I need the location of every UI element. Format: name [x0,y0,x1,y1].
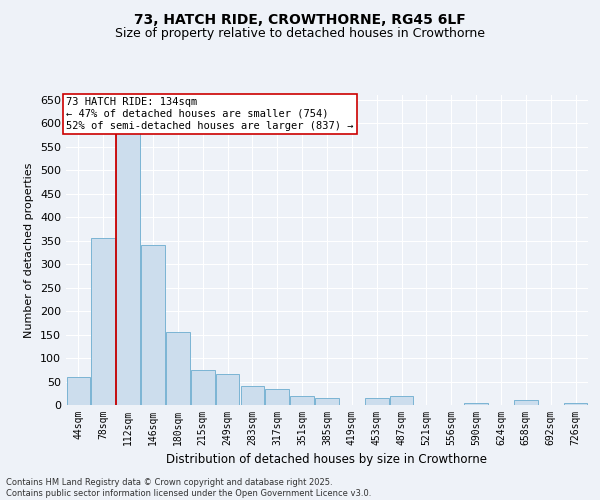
Bar [216,374,239,405]
Bar [141,246,165,405]
Bar [464,402,488,405]
Y-axis label: Number of detached properties: Number of detached properties [25,162,34,338]
Bar [241,386,264,405]
Text: Size of property relative to detached houses in Crowthorne: Size of property relative to detached ho… [115,28,485,40]
Bar [265,388,289,405]
X-axis label: Distribution of detached houses by size in Crowthorne: Distribution of detached houses by size … [167,454,487,466]
Bar [290,396,314,405]
Text: Contains HM Land Registry data © Crown copyright and database right 2025.
Contai: Contains HM Land Registry data © Crown c… [6,478,371,498]
Bar [514,400,538,405]
Bar [166,332,190,405]
Text: 73, HATCH RIDE, CROWTHORNE, RG45 6LF: 73, HATCH RIDE, CROWTHORNE, RG45 6LF [134,12,466,26]
Bar [564,402,587,405]
Bar [315,398,339,405]
Bar [365,398,389,405]
Bar [91,238,115,405]
Bar [191,370,215,405]
Bar [116,114,140,405]
Bar [67,377,90,405]
Bar [390,396,413,405]
Text: 73 HATCH RIDE: 134sqm
← 47% of detached houses are smaller (754)
52% of semi-det: 73 HATCH RIDE: 134sqm ← 47% of detached … [67,98,354,130]
